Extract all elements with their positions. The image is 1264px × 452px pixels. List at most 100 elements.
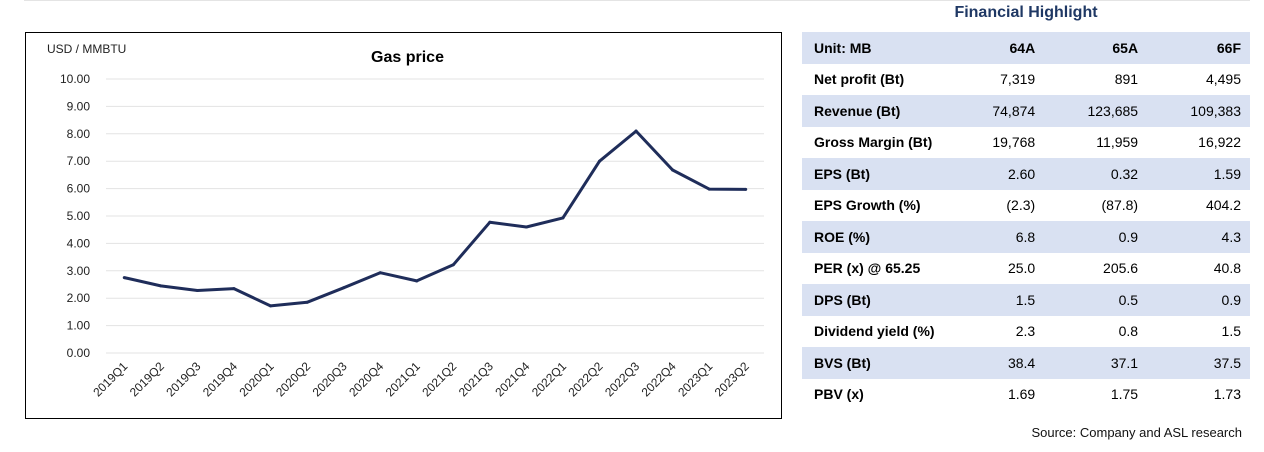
y-tick-label: 6.00 <box>67 182 91 196</box>
data-point <box>122 276 126 280</box>
x-tick-label: 2020Q3 <box>310 359 350 399</box>
row-value: 1.5 <box>1221 323 1241 340</box>
y-axis-unit-label: USD / MMBTU <box>47 42 127 56</box>
x-tick-label: 2019Q3 <box>163 359 203 399</box>
x-tick-label: 2019Q2 <box>127 359 167 399</box>
row-value: 11,959 <box>1096 134 1139 151</box>
y-tick-label: 1.00 <box>67 319 91 333</box>
row-label: DPS (Bt) <box>802 284 982 316</box>
row-label: EPS Growth (%) <box>814 197 921 214</box>
x-tick-label: 2020Q4 <box>346 359 386 399</box>
financial-highlight-table: Unit: MB 64A 65A 66F Net profit (Bt) 7,319 891… <box>802 32 1250 410</box>
row-label: ROE (%) <box>802 221 982 253</box>
x-tick-label: 2022Q4 <box>639 359 679 399</box>
x-tick-label: 2020Q1 <box>237 359 277 399</box>
data-point <box>232 287 236 291</box>
y-tick-label: 3.00 <box>67 264 91 278</box>
data-point <box>305 300 309 304</box>
x-tick-label: 2023Q1 <box>675 359 715 399</box>
gas-price-series-line <box>123 129 746 308</box>
row-value: 891 <box>1114 71 1139 88</box>
y-tick-label: 5.00 <box>67 209 91 223</box>
row-value: 37.1 <box>1035 347 1139 379</box>
table-row: Net profit (Bt) 7,319 891 4,495 <box>802 64 1250 96</box>
row-value: 0.5 <box>1035 284 1139 316</box>
row-value: 1.5 <box>981 284 1036 316</box>
data-point <box>488 220 492 224</box>
x-tick-label: 2021Q3 <box>456 359 496 399</box>
chart-title: Gas price <box>26 49 781 67</box>
y-tick-label: 9.00 <box>67 99 91 113</box>
table-title: Financial Highlight <box>954 4 1098 21</box>
row-value: 37.5 <box>1138 347 1250 379</box>
data-point <box>415 279 419 283</box>
row-value: 404.2 <box>1205 197 1241 214</box>
row-value: 1.75 <box>1110 386 1139 403</box>
data-point <box>159 284 163 288</box>
row-label: BVS (Bt) <box>802 347 982 379</box>
table-row: EPS Growth (%) (2.3) (87.8) 404.2 <box>802 190 1250 222</box>
table-header-row: Unit: MB 64A 65A 66F <box>802 32 1250 64</box>
data-point <box>561 216 565 220</box>
table-unit-label: Unit: MB <box>802 32 982 64</box>
x-tick-label: 2021Q4 <box>492 359 532 399</box>
table-column-header: 64A <box>981 32 1036 64</box>
row-value: 19,768 <box>992 134 1036 151</box>
row-value: 40.8 <box>1213 260 1241 277</box>
table-row: PBV (x) 1.69 1.75 1.73 <box>802 379 1250 411</box>
row-label: PBV (x) <box>814 386 864 403</box>
row-label: PER (x) @ 65.25 <box>814 260 921 277</box>
table-column-header: 66F <box>1138 32 1250 64</box>
data-point <box>744 187 748 191</box>
table-row: BVS (Bt) 38.4 37.1 37.5 <box>802 347 1250 379</box>
x-tick-label: 2021Q2 <box>419 359 459 399</box>
row-value: 25.0 <box>1007 260 1036 277</box>
table-row: Gross Margin (Bt) 19,768 11,959 16,922 <box>802 127 1250 159</box>
data-point <box>707 187 711 191</box>
row-value: 1.69 <box>1007 386 1036 403</box>
y-tick-label: 10.00 <box>60 72 90 86</box>
y-tick-label: 7.00 <box>67 154 91 168</box>
row-value: 2.60 <box>981 158 1036 190</box>
row-value: 16,922 <box>1198 134 1241 151</box>
chart-title-text: Gas price <box>371 49 444 66</box>
chart-plot-area: 0.00 1.00 2.00 3.00 4.00 5.00 6.00 7.00 8.00 9.00… <box>60 72 764 399</box>
top-divider <box>24 0 1250 1</box>
row-value: 38.4 <box>981 347 1036 379</box>
row-value: 0.9 <box>1035 221 1139 253</box>
table-row: Revenue (Bt) 74,874 123,685 109,383 <box>802 95 1250 127</box>
row-value: 205.6 <box>1103 260 1139 277</box>
table-column-header: 65A <box>1035 32 1139 64</box>
data-point <box>342 286 346 290</box>
row-value: 0.9 <box>1138 284 1250 316</box>
y-tick-label: 8.00 <box>67 127 91 141</box>
row-value: (87.8) <box>1101 197 1139 214</box>
row-value: 0.8 <box>1118 323 1139 340</box>
row-value: 6.8 <box>981 221 1036 253</box>
x-tick-label: 2021Q1 <box>383 359 423 399</box>
row-value: 4,495 <box>1205 71 1241 88</box>
data-point <box>269 304 272 308</box>
x-tick-label: 2022Q1 <box>529 359 569 399</box>
data-point <box>195 289 199 293</box>
source-note: Source: Company and ASL research <box>1031 425 1242 440</box>
row-value: 0.32 <box>1035 158 1139 190</box>
data-point <box>378 271 382 275</box>
row-label: EPS (Bt) <box>802 158 982 190</box>
row-value: 1.73 <box>1213 386 1241 403</box>
table-row: EPS (Bt) 2.60 0.32 1.59 <box>802 158 1250 190</box>
table-row: ROE (%) 6.8 0.9 4.3 <box>802 221 1250 253</box>
data-point <box>671 168 675 172</box>
row-label: Revenue (Bt) <box>802 95 982 127</box>
x-tick-label: 2022Q3 <box>602 359 642 399</box>
row-label: Dividend yield (%) <box>814 323 935 340</box>
data-point <box>524 225 528 229</box>
y-tick-label: 0.00 <box>67 346 91 360</box>
x-tick-label: 2019Q4 <box>200 359 240 399</box>
row-label: Net profit (Bt) <box>814 71 905 88</box>
table-row: DPS (Bt) 1.5 0.5 0.9 <box>802 284 1250 316</box>
row-value: 123,685 <box>1035 95 1139 127</box>
row-value: 74,874 <box>981 95 1036 127</box>
data-point <box>598 159 601 163</box>
row-value: 7,319 <box>1000 71 1036 88</box>
